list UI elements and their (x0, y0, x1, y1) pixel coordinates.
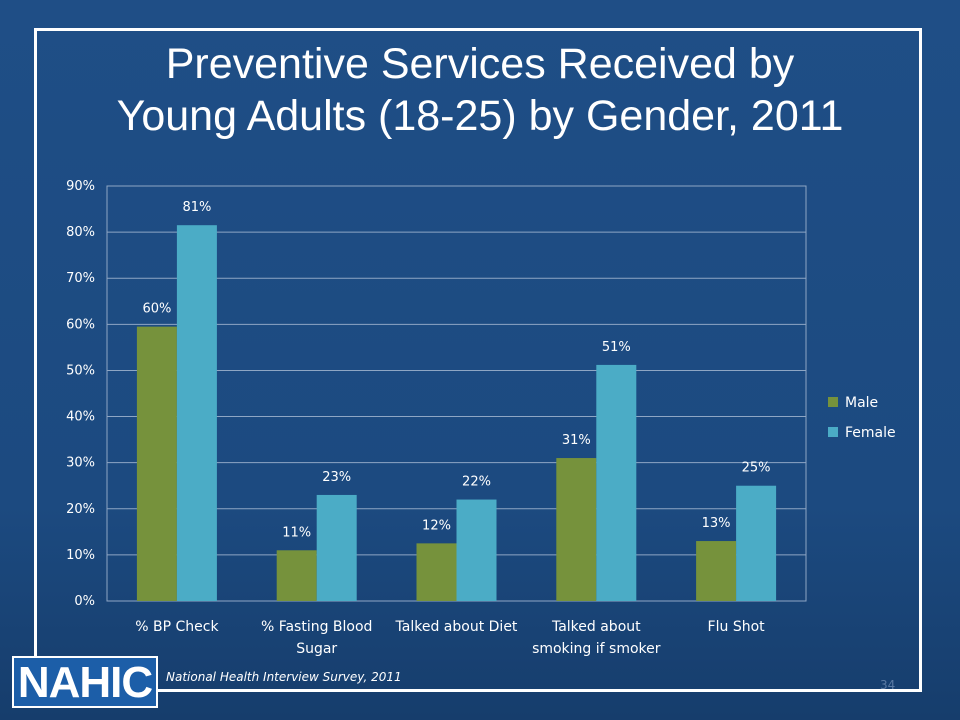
title-line-1: Preventive Services Received by (165, 40, 795, 88)
y-tick-label: 30% (66, 456, 95, 471)
legend-label: Female (845, 425, 896, 441)
data-label: 12% (422, 518, 451, 533)
x-tick-label: % BP Check (135, 619, 219, 635)
bar-male (556, 458, 597, 601)
data-label: 31% (562, 433, 591, 448)
data-label: 13% (702, 516, 731, 531)
slide-title: Preventive Services Received by Young Ad… (40, 38, 920, 142)
y-tick-label: 80% (66, 225, 95, 240)
bar-male (276, 550, 317, 601)
x-tick-label: Talked about Diet (395, 619, 518, 635)
data-label: 60% (142, 302, 171, 317)
legend-label: Male (845, 395, 878, 411)
y-tick-label: 70% (66, 271, 95, 286)
y-tick-label: 90% (66, 179, 95, 194)
data-label: 11% (282, 525, 311, 540)
x-tick-label: % Fasting Blood (261, 619, 373, 635)
data-label: 22% (462, 475, 491, 490)
bar-female (456, 499, 497, 601)
y-tick-label: 20% (66, 502, 95, 517)
bar-female (736, 485, 777, 601)
data-label: 51% (602, 340, 631, 355)
title-line-2: Young Adults (18-25) by Gender, 2011 (116, 92, 844, 140)
y-tick-label: 50% (66, 363, 95, 378)
source-note: National Health Interview Survey, 2011 (166, 670, 402, 684)
bar-male (136, 326, 177, 601)
x-tick-label: Flu Shot (708, 619, 766, 635)
bar-female (596, 364, 637, 601)
x-tick-label: Sugar (296, 641, 337, 657)
bar-female (176, 225, 217, 601)
x-tick-label: Talked about (551, 619, 641, 635)
y-tick-label: 10% (66, 548, 95, 563)
x-tick-label: smoking if smoker (532, 641, 661, 657)
nahic-logo: NAHIC (12, 656, 158, 708)
legend-swatch-female (828, 427, 838, 437)
y-tick-label: 60% (66, 317, 95, 332)
bar-female (316, 494, 357, 601)
bar-male (696, 541, 737, 601)
data-label: 25% (742, 461, 771, 476)
legend-swatch-male (828, 397, 838, 407)
y-tick-label: 40% (66, 410, 95, 425)
slide-frame (34, 28, 922, 692)
bar-male (416, 543, 457, 601)
data-label: 23% (322, 470, 351, 485)
y-tick-label: 0% (74, 594, 95, 609)
page-number: 34 (880, 678, 896, 692)
data-label: 81% (182, 200, 211, 215)
